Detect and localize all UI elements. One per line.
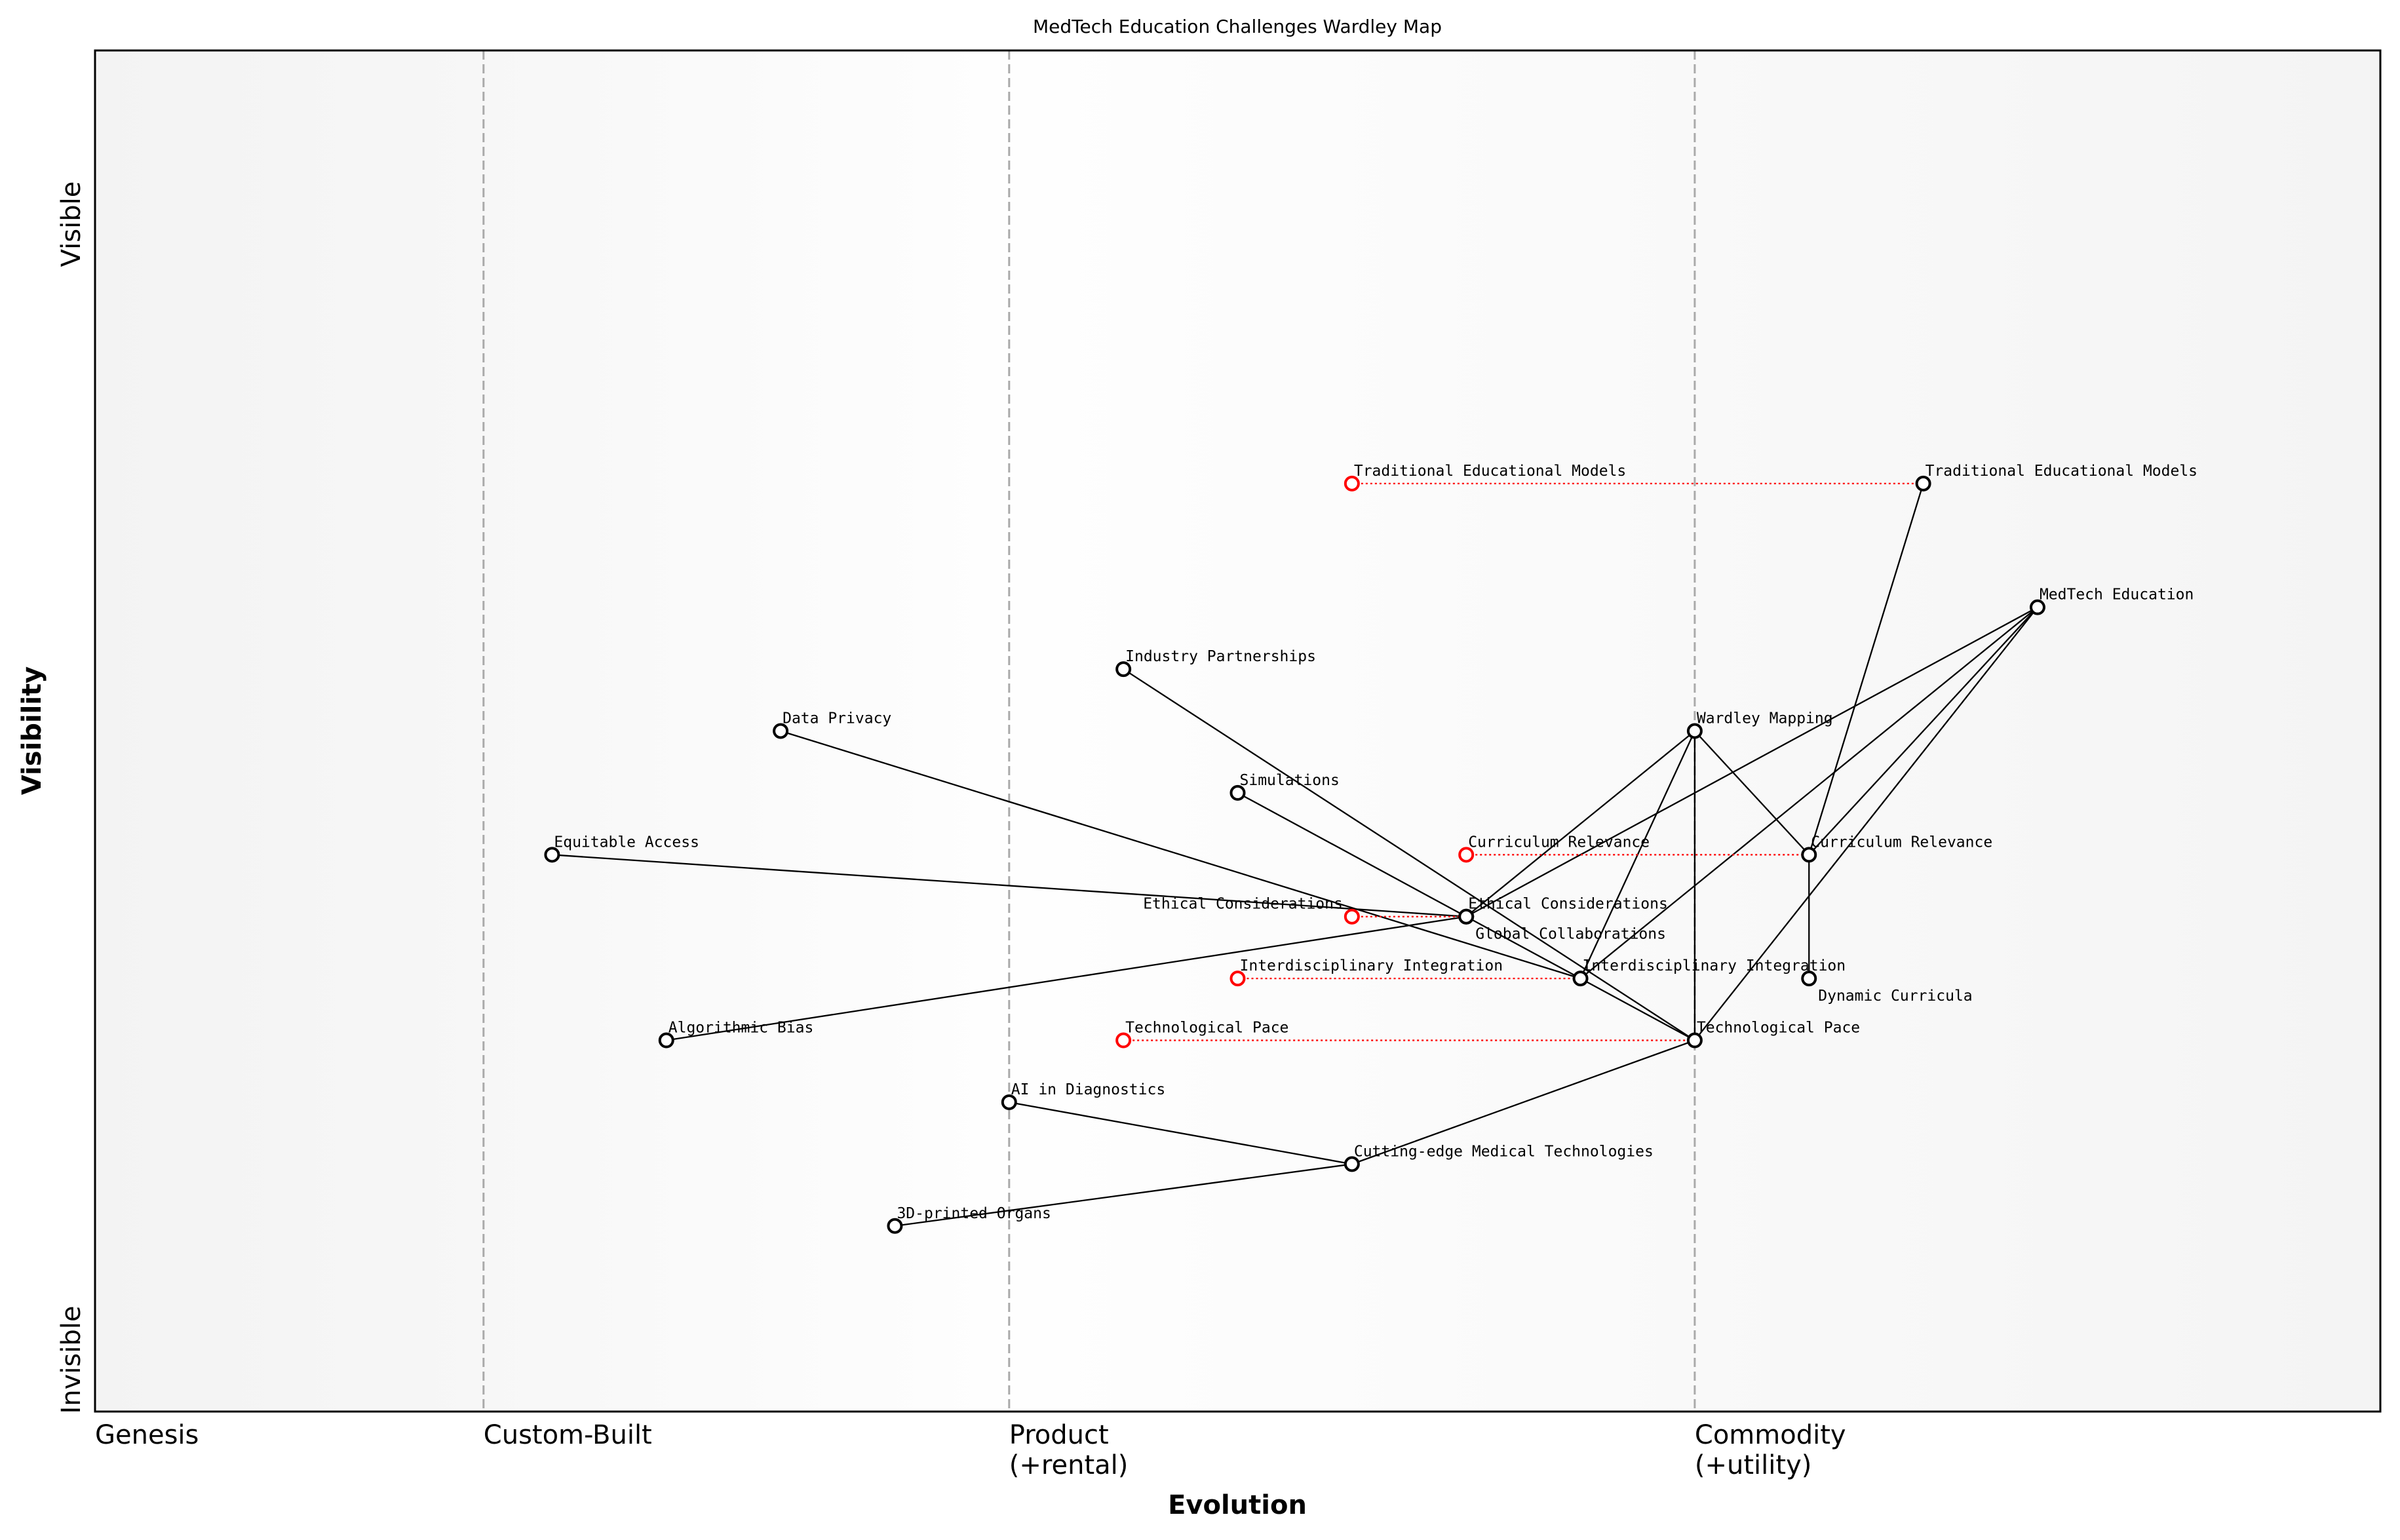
plot-frame (94, 49, 2382, 1413)
stage-label-product: Product (+rental) (1009, 1420, 1129, 1480)
node-3d-printed-organs (887, 1218, 903, 1234)
stage-label-commodity: Commodity (+utility) (1695, 1420, 1846, 1480)
y-label-visible: Visible (56, 182, 87, 267)
node-global-collaborations (1458, 908, 1475, 925)
node-label: Data Privacy (783, 710, 891, 727)
node-label: Traditional Educational Models (1926, 463, 2197, 480)
link-wardley-mapping-to-ethical-considerations (1465, 730, 1695, 917)
node-algorithmic-bias (658, 1032, 674, 1049)
previous-node-label: Ethical Considerations (1143, 896, 1343, 913)
node-equitable-access (544, 847, 560, 863)
x-axis-title: Evolution (1168, 1490, 1307, 1520)
link-traditional-educational-models-to-curriculum-relevance (1808, 483, 1924, 855)
node-label: Curriculum Relevance (1811, 834, 1992, 851)
node-label: Simulations (1240, 772, 1340, 789)
node-traditional-educational-models (1915, 475, 1931, 491)
previous-node-ethical-considerations (1344, 908, 1360, 925)
node-technological-pace (1686, 1032, 1703, 1049)
node-label: Ethical Considerations (1468, 896, 1668, 913)
node-cutting-edge-medical-technologies (1344, 1156, 1360, 1172)
node-industry-partnerships (1115, 661, 1132, 678)
previous-node-label: Traditional Educational Models (1354, 463, 1626, 480)
node-wardley-mapping (1686, 723, 1703, 739)
node-curriculum-relevance (1801, 847, 1817, 863)
node-label: Interdisciplinary Integration (1583, 957, 1846, 974)
link-cutting-edge-medical-technologies-to-technological-pace (1351, 1039, 1695, 1165)
previous-node-label: Technological Pace (1125, 1020, 1288, 1037)
previous-node-technological-pace (1115, 1032, 1132, 1049)
y-label-invisible: Invisible (56, 1306, 87, 1414)
plot-background (95, 50, 2380, 1412)
link-wardley-mapping-to-curriculum-relevance (1694, 730, 1810, 856)
node-label: Industry Partnerships (1125, 648, 1316, 665)
node-data-privacy (773, 723, 789, 739)
previous-node-interdisciplinary-integration (1229, 971, 1246, 987)
link-medtech-education-to-curriculum-relevance (1808, 606, 2038, 856)
link-medtech-education-to-technological-pace (1694, 606, 2038, 1041)
previous-node-label: Interdisciplinary Integration (1240, 957, 1503, 974)
node-label: 3D-printed Organs (897, 1205, 1051, 1222)
link-medtech-education-to-ethical-considerations (1465, 606, 2038, 917)
stage-label-genesis: Genesis (95, 1420, 199, 1450)
node-label: AI in Diagnostics (1011, 1081, 1165, 1098)
previous-node-curriculum-relevance (1458, 847, 1475, 863)
link-data-privacy-to-interdisciplinary-integration (780, 730, 1581, 980)
link-ai-in-diagnostics-to-cutting-edge-medical-technologies (1009, 1101, 1353, 1165)
stage-label-custom-built: Custom-Built (484, 1420, 652, 1450)
previous-node-label: Curriculum Relevance (1468, 834, 1650, 851)
node-dynamic-curricula (1801, 971, 1817, 987)
previous-node-traditional-educational-models (1344, 475, 1360, 491)
link-algorithmic-bias-to-ethical-considerations (666, 915, 1467, 1041)
node-interdisciplinary-integration (1572, 971, 1589, 987)
node-label: Cutting-edge Medical Technologies (1354, 1143, 1654, 1160)
node-label: Dynamic Curricula (1818, 988, 1972, 1005)
node-label: Technological Pace (1697, 1020, 1860, 1037)
node-medtech-education (2029, 599, 2045, 615)
chart-title: MedTech Education Challenges Wardley Map (1033, 16, 1442, 37)
link-medtech-education-to-interdisciplinary-integration (1579, 606, 2038, 980)
node-simulations (1229, 784, 1246, 801)
link-equitable-access-to-ethical-considerations (552, 854, 1467, 917)
node-label: Global Collaborations (1475, 926, 1666, 943)
y-axis-title: Visibility (17, 666, 47, 795)
node-label: Equitable Access (554, 834, 699, 851)
node-label: MedTech Education (2040, 587, 2194, 604)
node-label: Wardley Mapping (1697, 710, 1833, 727)
node-ai-in-diagnostics (1001, 1094, 1017, 1110)
link-industry-partnerships-to-technological-pace (1123, 668, 1695, 1041)
node-label: Algorithmic Bias (668, 1020, 814, 1037)
link-3d-printed-organs-to-cutting-edge-medical-technologies (895, 1163, 1353, 1227)
